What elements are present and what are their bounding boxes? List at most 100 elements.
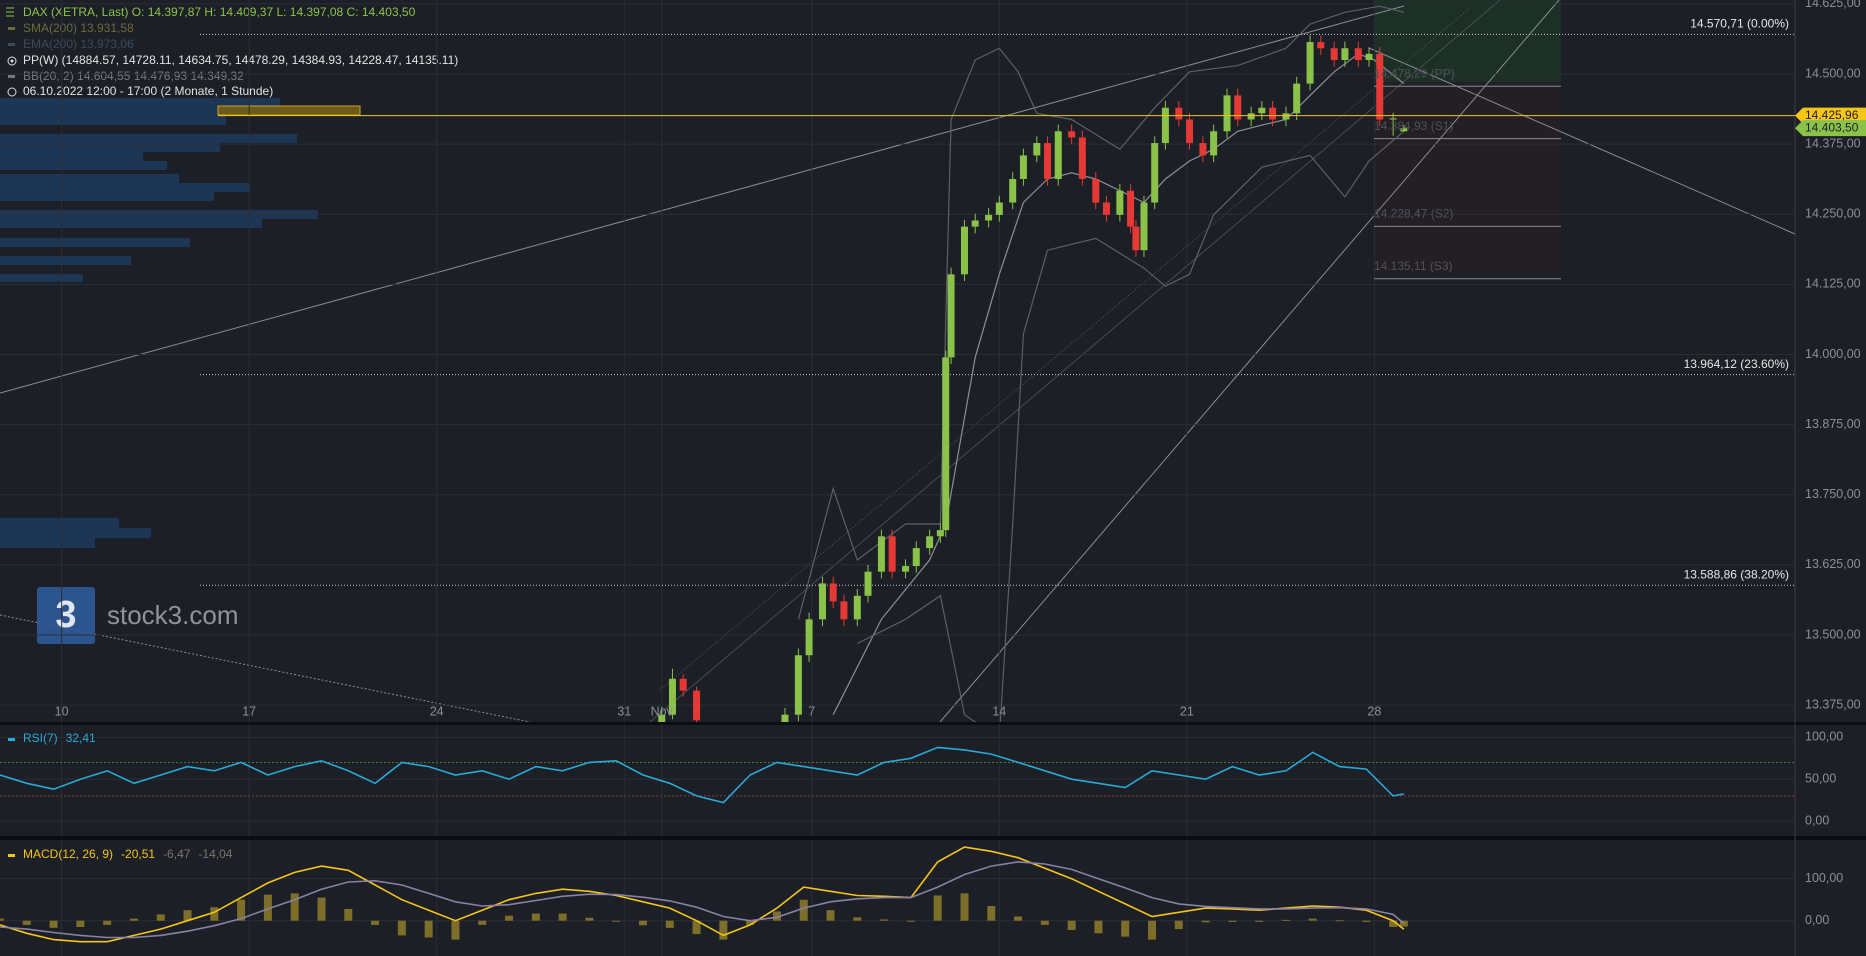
y-tick-label: 14.250,00 xyxy=(1805,207,1861,221)
candle-body xyxy=(1116,190,1124,215)
x-tick-label: 21 xyxy=(1180,704,1194,718)
candle-body xyxy=(1151,143,1159,203)
y-tick-label: 13.375,00 xyxy=(1805,697,1861,711)
histogram-bar xyxy=(1389,920,1398,927)
legend-value: -20,51 xyxy=(121,847,155,861)
candle-body xyxy=(888,536,896,572)
instrument: DAX (XETRA, Last) O: 14.397,87 H: 14.409… xyxy=(23,5,416,19)
icon xyxy=(8,43,15,46)
histogram-bar xyxy=(371,920,380,925)
histogram-bar xyxy=(826,910,835,921)
pivot-label: 14.135,11 (S3) xyxy=(1374,259,1453,273)
histogram-bar xyxy=(317,897,326,921)
histogram-bar xyxy=(906,920,915,922)
histogram-bar xyxy=(0,918,4,921)
histogram-bar xyxy=(344,908,353,921)
trend-lines xyxy=(0,0,1795,722)
candle-body xyxy=(1092,178,1100,203)
bollinger-band xyxy=(857,130,1405,722)
histogram-bar xyxy=(1148,920,1157,940)
ema-legend: EMA(200) 13.973,06 xyxy=(23,37,134,51)
candle-body xyxy=(805,619,813,656)
histogram-bar xyxy=(183,910,192,921)
histogram-bar xyxy=(210,907,219,921)
candle-body xyxy=(1389,118,1397,120)
y-tick-label: 13.500,00 xyxy=(1805,627,1861,641)
candle-body xyxy=(902,566,910,572)
histogram-bar xyxy=(880,919,889,921)
logo-text: 3 xyxy=(55,594,76,636)
histogram-bar xyxy=(397,920,406,936)
candle-body xyxy=(658,714,666,722)
x-tick-label: 7 xyxy=(808,704,815,718)
candle-body xyxy=(794,655,802,715)
candle-body xyxy=(1054,131,1062,179)
y-tick-label: 14.500,00 xyxy=(1805,66,1861,80)
y-tick-label: 50,00 xyxy=(1805,771,1836,785)
candle-body xyxy=(971,220,979,227)
price-tag xyxy=(1795,107,1866,124)
histogram-bar xyxy=(22,920,31,925)
y-tick-label: 0,00 xyxy=(1805,813,1829,827)
histogram-bar xyxy=(746,920,755,925)
histogram-bar xyxy=(1014,916,1023,921)
y-tick-label: 100,00 xyxy=(1805,730,1843,744)
x-tick-label: 24 xyxy=(430,704,444,718)
candle-body xyxy=(781,714,789,722)
candle-body xyxy=(1306,42,1314,84)
histogram-bar xyxy=(478,920,487,925)
candle-body xyxy=(1175,107,1183,120)
candle-body xyxy=(1019,155,1027,179)
histogram-bar xyxy=(1121,920,1130,937)
panel xyxy=(0,840,1795,956)
candle-body xyxy=(1210,131,1218,156)
candle-body xyxy=(1365,53,1373,61)
histogram-bar xyxy=(1308,918,1317,921)
histogram-bar xyxy=(1094,920,1103,934)
histogram-bar xyxy=(290,893,299,921)
candle-body xyxy=(1293,83,1301,114)
histogram-bar xyxy=(692,920,701,935)
volume-poc xyxy=(217,105,361,116)
candle-body xyxy=(942,357,950,531)
histogram-bar xyxy=(424,920,433,938)
x-tick-label: 28 xyxy=(1367,704,1381,718)
period: 06.10.2022 12:00 - 17:00 (2 Monate, 1 St… xyxy=(23,84,273,98)
candle-body xyxy=(1132,226,1140,251)
candle-body xyxy=(1269,107,1277,120)
histogram-bar xyxy=(531,913,540,921)
sma-legend: SMA(200) 13.931,58 xyxy=(23,21,134,35)
bb-legend: BB(20, 2) 14.604,55 14.476,93 14.349,32 xyxy=(23,69,244,83)
candle-body xyxy=(912,548,920,567)
pivot-label: 14.228,47 (S2) xyxy=(1374,207,1453,221)
zone-up xyxy=(1374,0,1561,82)
candle-body xyxy=(1199,143,1207,156)
y-tick-label: 0,00 xyxy=(1805,913,1829,927)
pivot-label: 14.478,29 (PP) xyxy=(1374,66,1455,80)
histogram-bar xyxy=(451,920,460,940)
candle-body xyxy=(947,274,955,358)
candle-body xyxy=(1186,119,1194,144)
candle-body xyxy=(1102,202,1110,215)
macd-line xyxy=(0,861,1405,939)
candle-body xyxy=(1078,137,1086,179)
icon xyxy=(8,27,15,30)
histogram-bar xyxy=(665,920,674,928)
candle-body xyxy=(960,226,968,275)
candle-body xyxy=(995,202,1003,215)
price-tag xyxy=(1795,120,1866,137)
y-tick-label: 13.625,00 xyxy=(1805,557,1861,571)
histogram-bar xyxy=(1281,919,1290,921)
histogram-bar xyxy=(853,917,862,921)
fib-label: 13.588,86 (38.20%) xyxy=(1684,567,1789,581)
candle-body xyxy=(679,678,687,691)
panel-separator xyxy=(0,722,1866,725)
histogram-bar xyxy=(1399,920,1408,927)
histogram-bar xyxy=(585,917,594,921)
candle-body xyxy=(1376,53,1384,120)
candle-body xyxy=(1140,202,1148,251)
legend-value: 32,41 xyxy=(66,731,96,745)
histogram-bar xyxy=(76,920,85,927)
candle-body xyxy=(1127,190,1135,227)
